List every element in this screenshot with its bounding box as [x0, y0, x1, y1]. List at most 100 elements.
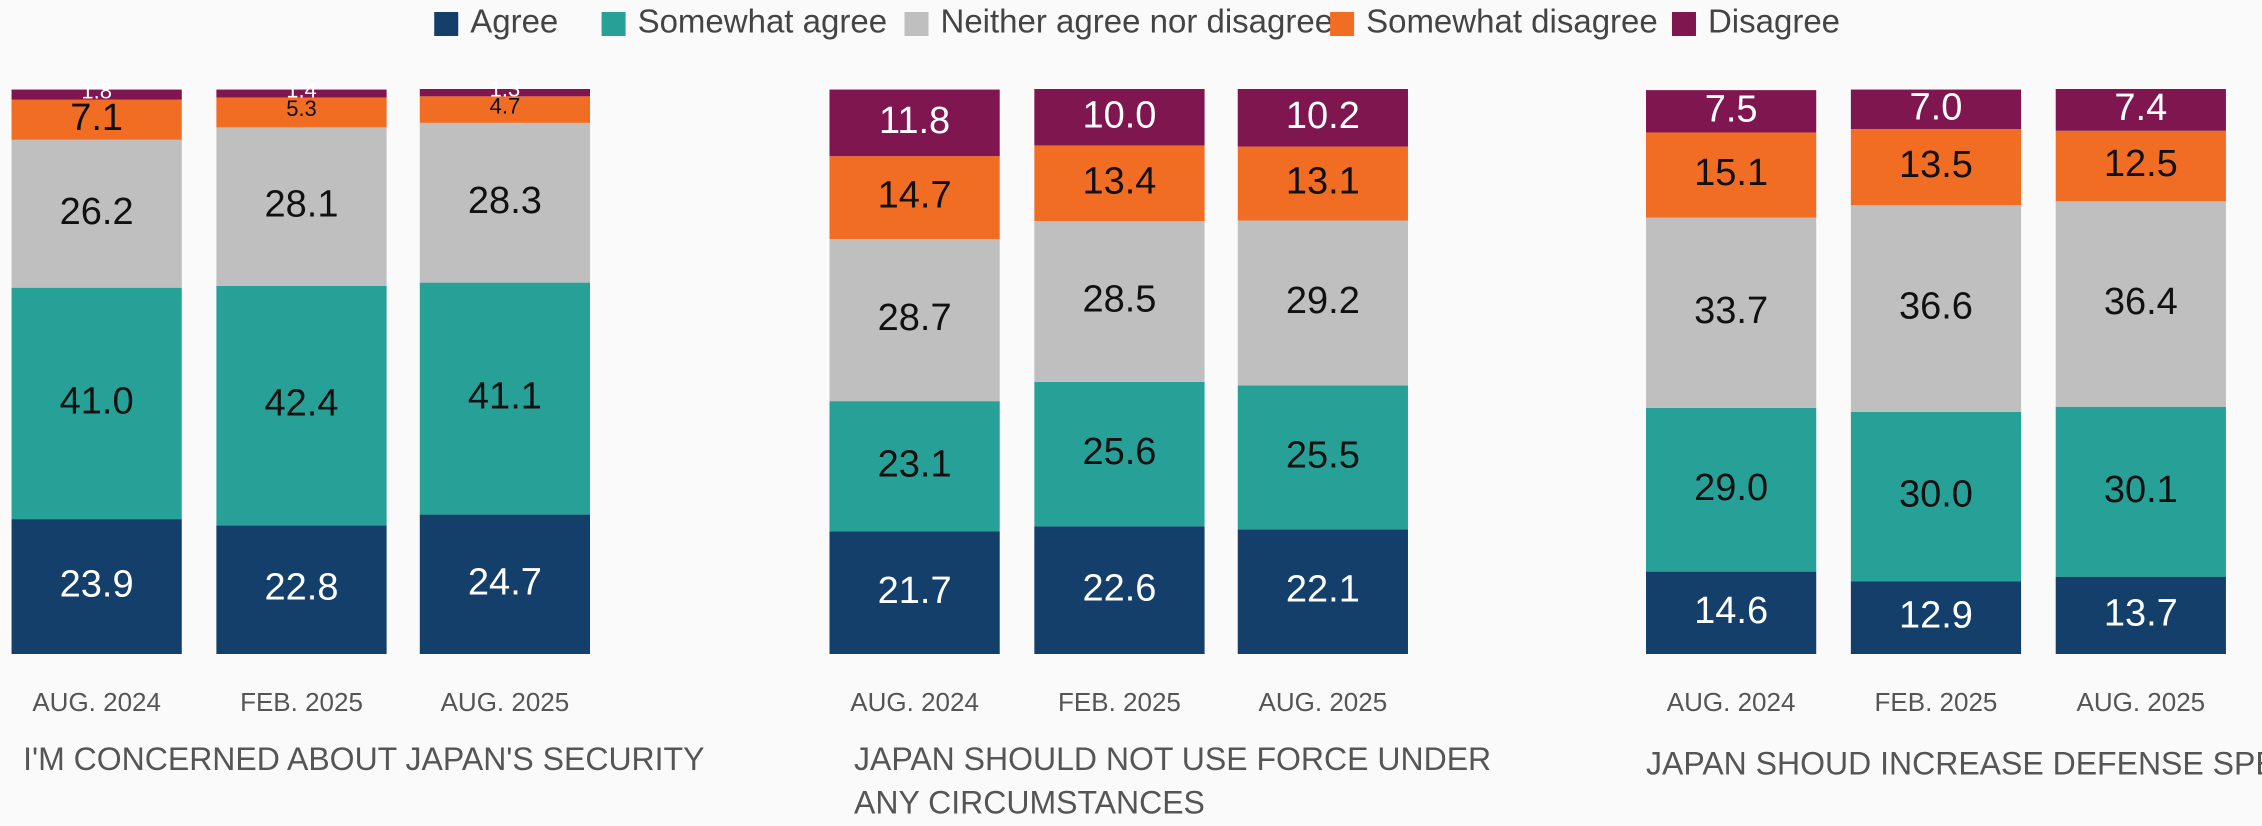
value-label: 10.2: [1286, 95, 1360, 137]
value-label: 42.4: [265, 383, 339, 425]
value-label: 13.1: [1286, 161, 1360, 203]
bar-segment: [1646, 407, 1817, 572]
bar-segment: [1646, 132, 1817, 218]
x-tick-label: AUG. 2025: [2077, 687, 2206, 717]
bar-segment: [11, 287, 182, 520]
value-label: 26.2: [60, 191, 134, 233]
value-label: 13.4: [1082, 160, 1156, 202]
chart-title: I'M CONCERNED ABOUT JAPAN'S SECURITY: [23, 741, 704, 777]
value-label: 36.4: [2104, 281, 2178, 323]
chart-title: JAPAN SHOULD NOT USE FORCE UNDER: [854, 741, 1491, 777]
bar-segment: [419, 89, 591, 97]
value-label: 13.5: [1899, 144, 1973, 186]
legend-swatch: [434, 12, 459, 36]
x-tick-label: AUG. 2024: [850, 687, 979, 717]
value-label: 14.7: [878, 175, 952, 217]
bar-segment: [216, 97, 387, 128]
bar-segment: [2055, 89, 2226, 131]
legend-label: Disagree: [1708, 3, 1840, 40]
bar-segment: [419, 122, 591, 283]
legend-label: Neither agree nor disagree: [941, 3, 1334, 40]
value-label: 36.6: [1899, 286, 1973, 328]
value-label: 7.5: [1705, 88, 1758, 130]
bar-segment: [11, 99, 182, 140]
bar-segment: [1850, 581, 2022, 654]
legend-label: Agree: [470, 3, 558, 40]
value-label: 28.5: [1082, 279, 1156, 321]
legend-swatch: [904, 12, 929, 36]
value-label: 12.5: [2104, 143, 2178, 185]
legend-label: Somewhat disagree: [1366, 3, 1658, 40]
value-label: 12.9: [1899, 595, 1973, 637]
legend-swatch: [1330, 12, 1355, 36]
bar-segment: [1646, 571, 1817, 654]
value-label: 22.8: [265, 567, 339, 609]
value-label: 13.7: [2104, 592, 2178, 634]
bar-segment: [1850, 205, 2022, 412]
value-label: 23.9: [60, 564, 134, 606]
bar-segment: [829, 401, 1000, 532]
bar-segment: [1850, 411, 2022, 582]
bar-segment: [216, 285, 387, 526]
value-label: 23.1: [878, 443, 952, 485]
x-tick-label: FEB. 2025: [240, 687, 363, 717]
value-label: 10.0: [1082, 94, 1156, 136]
bar-segment: [1646, 217, 1817, 408]
bar-segment: [1034, 526, 1205, 654]
value-label: 28.1: [265, 184, 339, 226]
bar-segment: [829, 156, 1000, 240]
value-label: 14.6: [1694, 590, 1768, 632]
value-label: 22.1: [1286, 569, 1360, 611]
bar-segment: [216, 127, 387, 286]
x-tick-label: AUG. 2024: [1667, 687, 1796, 717]
bar-segment: [1237, 529, 1408, 654]
legend-label: Somewhat agree: [638, 3, 887, 40]
x-tick-label: AUG. 2025: [1259, 687, 1388, 717]
value-label: 7.1: [70, 97, 123, 139]
bar-segment: [1850, 89, 2022, 130]
value-label: 7.4: [2114, 87, 2167, 129]
x-tick-label: FEB. 2025: [1875, 687, 1998, 717]
bar-segment: [216, 89, 387, 98]
value-label: 41.0: [60, 380, 134, 422]
bar-segment: [11, 89, 182, 100]
value-label: 11.8: [879, 100, 950, 142]
value-label: 5.3: [286, 96, 317, 121]
bar-segment: [1034, 89, 1205, 146]
value-label: 24.7: [468, 561, 542, 603]
value-label: 29.2: [1286, 280, 1360, 322]
value-label: 22.6: [1082, 567, 1156, 609]
legend-swatch: [601, 12, 626, 36]
bar-segment: [216, 525, 387, 654]
bar-segment: [2055, 130, 2226, 202]
legend-swatch: [1671, 12, 1696, 36]
bar-segment: [1034, 381, 1205, 527]
bar-segment: [829, 89, 1000, 157]
bar-segment: [11, 519, 182, 654]
value-label: 25.6: [1082, 431, 1156, 473]
bar-segment: [1850, 129, 2022, 206]
x-tick-label: AUG. 2024: [32, 687, 161, 717]
bar-segment: [1237, 89, 1408, 147]
value-label: 41.1: [468, 376, 542, 418]
value-label: 1.4: [286, 77, 317, 102]
value-label: 25.5: [1286, 434, 1360, 476]
value-label: 28.7: [878, 297, 952, 339]
x-tick-label: AUG. 2025: [441, 687, 570, 717]
value-label: 30.0: [1899, 474, 1973, 516]
bar-segment: [1034, 145, 1205, 222]
value-label: 21.7: [878, 570, 952, 612]
bar-segment: [829, 531, 1000, 654]
value-label: 7.0: [1910, 86, 1963, 128]
bar-segment: [1237, 146, 1408, 221]
x-tick-label: FEB. 2025: [1058, 687, 1181, 717]
bar-segment: [2055, 576, 2226, 654]
bar-segment: [419, 96, 591, 123]
bar-segment: [11, 139, 182, 288]
chart-title: JAPAN SHOUD INCREASE DEFENSE SPENDING: [1646, 745, 2262, 781]
bar-segment: [1646, 90, 1817, 133]
chart-title: ANY CIRCUMSTANCES: [854, 784, 1205, 820]
value-label: 4.7: [490, 93, 521, 118]
